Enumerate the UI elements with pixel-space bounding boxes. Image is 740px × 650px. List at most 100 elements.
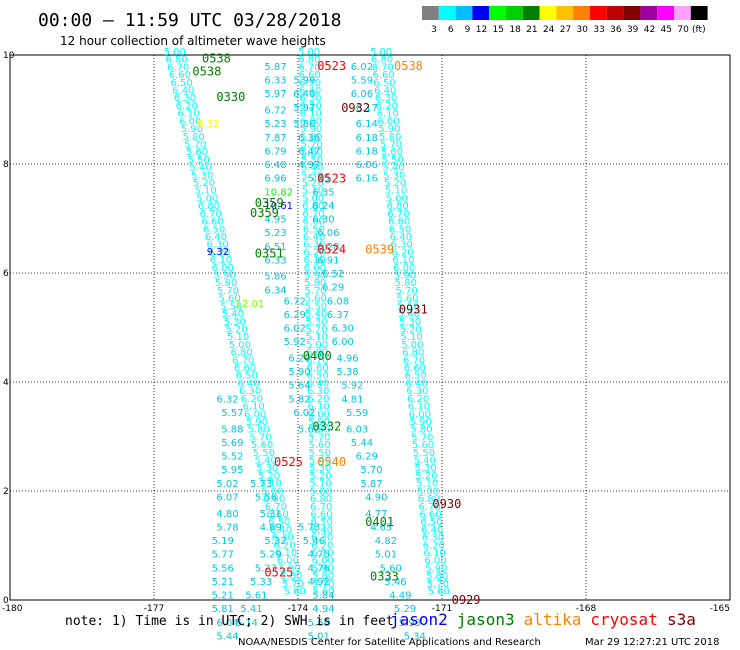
wave-height-value: 6.28 (317, 242, 339, 253)
right-track-value: 6.40 (374, 86, 396, 97)
left-diagonal-track-value: 5.90 (213, 271, 235, 282)
wave-height-value: 6.02 (293, 408, 315, 419)
middle-track-value: 5.20 (301, 178, 323, 189)
right-track-value: 5.70 (427, 579, 449, 590)
left-diagonal-track-value: 6.70 (200, 209, 222, 220)
wave-height-value: 7.87 (264, 133, 286, 144)
wave-height-value: 6.47 (298, 146, 320, 157)
left-diagonal-track-value: 5.30 (256, 463, 278, 474)
wave-height-value: 5.73 (250, 479, 272, 490)
grid (10, 55, 730, 600)
wave-height-value: 6.29 (322, 283, 344, 294)
wave-height-value: 5.01 (375, 550, 397, 561)
color-scale-label: 15 (493, 25, 504, 35)
right-track-value: 6.10 (408, 402, 430, 413)
left-diagonal-track-value: 5.60 (186, 147, 208, 158)
right-track-value: 6.70 (403, 355, 425, 366)
color-scale-label: 70 (677, 25, 689, 35)
left-diagonal-track-value: 6.20 (208, 247, 230, 258)
right-track-value: 5.40 (414, 456, 436, 467)
wave-height-value: 5.52 (221, 452, 243, 463)
right-track-value: 5.80 (410, 425, 432, 436)
middle-track-value: 5.10 (302, 186, 324, 197)
right-track-value: 6.20 (376, 101, 398, 112)
left-diagonal-track-value: 5.10 (260, 479, 282, 490)
wave-height-value: 4.97 (298, 160, 320, 171)
middle-track-value: 6.70 (306, 355, 328, 366)
satellite-legend-cryosat: cryosat (590, 610, 657, 629)
color-scale-label: (ft) (692, 25, 706, 35)
wave-height-value: 6.34 (264, 285, 286, 296)
wave-height-value: 5.84 (312, 591, 334, 602)
wave-height-value: 6.91 (317, 255, 339, 266)
left-diagonal-track-value: 5.60 (218, 294, 240, 305)
left-diagonal-track-value: 5.20 (193, 178, 215, 189)
right-track-value: 6.50 (389, 224, 411, 235)
right-track-value: 5.90 (409, 417, 431, 428)
left-diagonal-track-value: 5.90 (246, 417, 268, 428)
middle-track-value: 5.70 (304, 286, 326, 297)
middle-track-value: 5.80 (312, 571, 334, 582)
middle-track-value: 6.60 (306, 363, 328, 374)
left-diagonal-track-value: 5.60 (284, 587, 306, 598)
right-track-value: 5.20 (415, 471, 437, 482)
wave-height-value: 5.56 (212, 563, 234, 574)
right-track-value: 5.10 (416, 479, 438, 490)
wave-height-value: 6.07 (216, 492, 238, 503)
right-track-value: 6.30 (422, 533, 444, 544)
wave-height-value: 4.90 (365, 492, 387, 503)
middle-track-value: 5.70 (308, 432, 330, 443)
wave-height-value: 5.99 (293, 76, 315, 87)
middle-track-value: 6.70 (310, 502, 332, 513)
right-track-value: 5.00 (401, 340, 423, 351)
wave-height-value: 5.34 (404, 631, 426, 642)
wave-height-value: 6.35 (312, 187, 334, 198)
wave-height-value: 5.23 (264, 228, 286, 239)
pass-time-label: 0525 (264, 566, 293, 580)
right-track-value: 5.70 (380, 139, 402, 150)
right-track-value: 6.00 (424, 556, 446, 567)
y-tick-label: 8 (3, 160, 9, 170)
color-swatch (556, 6, 574, 20)
left-diagonal-track-value: 5.10 (227, 332, 249, 343)
middle-track-value: 6.50 (303, 224, 325, 235)
wave-height-value: 6.29 (284, 310, 306, 321)
middle-track-value: 6.60 (310, 509, 332, 520)
middle-track-value: 6.50 (307, 371, 329, 382)
middle-track-value: 5.20 (305, 324, 327, 335)
wave-height-value: 6.72 (264, 106, 286, 117)
wave-height-value: 6.40 (293, 89, 315, 100)
left-diagonal-track-value: 5.70 (282, 579, 304, 590)
pass-time-label: 0539 (365, 242, 394, 256)
wave-height-value: 5.45 (308, 174, 330, 185)
wave-height-value: 6.96 (264, 174, 286, 185)
left-diagonal-track-value: 6.50 (170, 78, 192, 89)
left-diagonal-track-value: 6.70 (232, 355, 254, 366)
left-diagonal-track-value: 6.40 (237, 378, 259, 389)
wave-height-value: 4.95 (264, 215, 286, 226)
timestamp: Mar 29 12:27:21 UTC 2018 (585, 637, 720, 648)
left-diagonal-track-value: 6.30 (174, 93, 196, 104)
wave-height-value: 5.97 (264, 89, 286, 100)
middle-track-value: 6.20 (307, 394, 329, 405)
wave-height-value: 5.62 (298, 424, 320, 435)
right-track-value: 5.40 (382, 163, 404, 174)
wave-height-value: 6.06 (356, 160, 378, 171)
wave-height-value: 4.82 (375, 536, 397, 547)
right-track-value: 6.80 (402, 348, 424, 359)
wave-height-value: 6.51 (264, 242, 286, 253)
color-scale-label: 45 (661, 25, 672, 35)
wave-height-value: 4.94 (312, 604, 334, 615)
middle-track-value: 6.80 (302, 201, 324, 212)
wave-height-value: 5.69 (221, 438, 243, 449)
pass-time-label: 0401 (365, 515, 394, 529)
wave-height-value: 6.06 (351, 89, 373, 100)
middle-track-value: 5.00 (302, 193, 324, 204)
pass-time-label: 0931 (399, 302, 428, 316)
wave-height-value: 5.86 (264, 272, 286, 283)
wave-height-value: 6.08 (327, 296, 349, 307)
wave-height-value: 5.19 (212, 536, 234, 547)
right-track-value: 6.40 (390, 232, 412, 243)
right-track-value: 6.60 (419, 509, 441, 520)
